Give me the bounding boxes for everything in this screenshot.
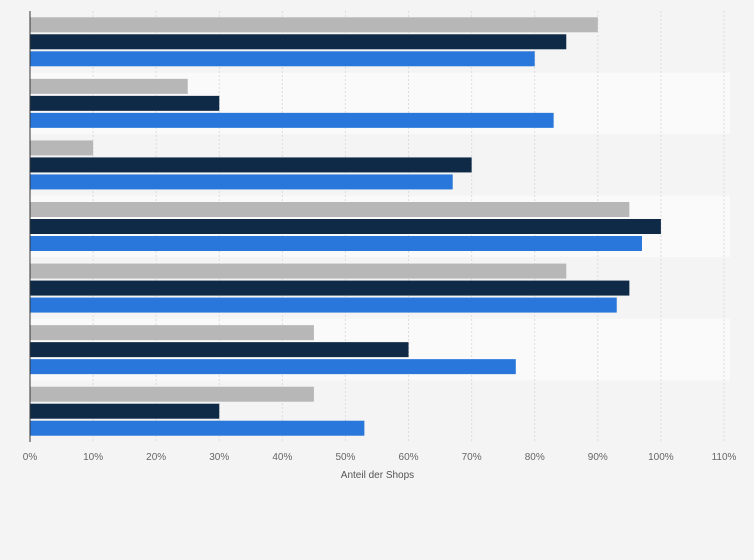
bar xyxy=(30,263,567,279)
bar xyxy=(30,342,409,358)
bar xyxy=(30,95,220,111)
x-tick-label: 10% xyxy=(83,452,103,463)
x-tick-label: 40% xyxy=(272,452,292,463)
x-tick-label: 70% xyxy=(462,452,482,463)
x-tick-label: 20% xyxy=(146,452,166,463)
bar xyxy=(30,112,554,128)
bar xyxy=(30,219,661,234)
bar xyxy=(30,174,453,190)
x-tick-label: 80% xyxy=(525,452,545,463)
bar xyxy=(30,51,535,67)
x-tick-label: 0% xyxy=(23,452,38,463)
bar xyxy=(30,236,642,251)
bar xyxy=(30,359,516,375)
bar xyxy=(30,78,188,94)
x-tick-label: 100% xyxy=(648,452,674,463)
bar xyxy=(30,325,314,341)
x-tick-label: 50% xyxy=(335,452,355,463)
x-tick-label: 110% xyxy=(712,452,737,463)
bar xyxy=(30,157,472,173)
bar xyxy=(30,140,94,156)
bar xyxy=(30,420,365,436)
bar xyxy=(30,386,314,402)
x-axis-title: Anteil der Shops xyxy=(341,470,414,481)
bars xyxy=(30,17,661,436)
bar xyxy=(30,403,220,419)
bar xyxy=(30,297,617,313)
bar xyxy=(30,202,630,217)
x-axis-ticks: 0% 10% 20% 30% 40% 50% 60% 70% 80% 90% 100% 110% xyxy=(23,452,737,463)
bar xyxy=(30,280,630,296)
bar xyxy=(30,34,567,50)
x-tick-label: 60% xyxy=(399,452,419,463)
x-tick-label: 90% xyxy=(588,452,608,463)
bar xyxy=(30,17,598,33)
x-tick-label: 30% xyxy=(209,452,229,463)
